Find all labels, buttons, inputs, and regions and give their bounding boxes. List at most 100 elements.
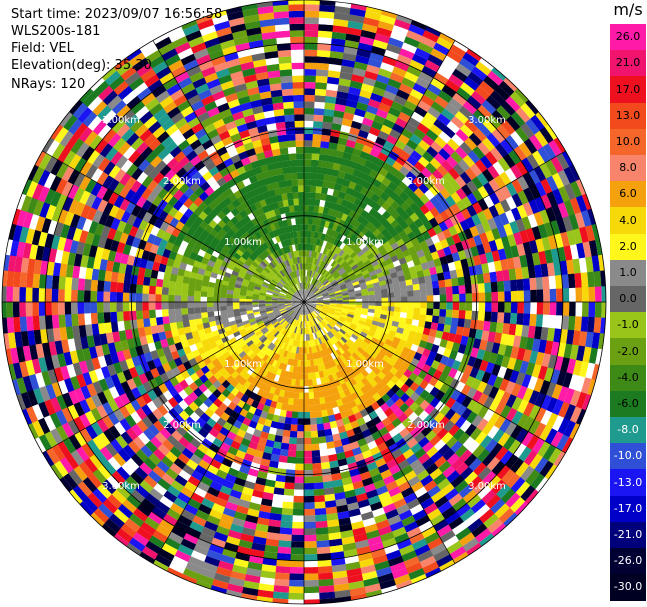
velocity-gate: [290, 287, 296, 293]
velocity-gate: [146, 359, 157, 371]
velocity-gate: [304, 308, 306, 315]
velocity-gate: [446, 470, 460, 484]
velocity-gate: [568, 214, 580, 231]
velocity-gate: [183, 345, 192, 355]
velocity-gate: [340, 260, 348, 268]
velocity-gate: [407, 246, 417, 255]
velocity-gate: [260, 260, 268, 268]
velocity-gate: [149, 435, 163, 449]
velocity-gate: [578, 331, 588, 348]
velocity-gate: [128, 150, 141, 164]
velocity-gate: [114, 340, 123, 353]
velocity-gate: [459, 124, 474, 138]
velocity-gate: [142, 284, 150, 294]
velocity-gate: [292, 365, 298, 373]
velocity-gate: [478, 508, 495, 524]
velocity-gate: [550, 341, 560, 357]
velocity-gate: [55, 178, 68, 195]
velocity-gate: [261, 557, 277, 566]
velocity-gate: [335, 307, 343, 311]
velocity-gate: [364, 366, 373, 375]
velocity-gate: [323, 174, 332, 182]
velocity-gate: [294, 476, 304, 484]
velocity-gate: [369, 327, 377, 334]
velocity-gate: [342, 178, 351, 188]
velocity-gate: [190, 550, 207, 562]
velocity-gate: [481, 263, 490, 275]
velocity-gate: [304, 166, 312, 173]
velocity-gate: [379, 236, 388, 246]
velocity-gate: [407, 302, 414, 308]
velocity-gate: [303, 592, 320, 600]
velocity-gate: [333, 589, 351, 599]
velocity-gate: [588, 347, 598, 365]
velocity-gate: [356, 260, 364, 267]
velocity-gate: [291, 299, 298, 301]
velocity-gate: [327, 250, 334, 258]
velocity-gate: [374, 406, 384, 417]
velocity-gate: [130, 410, 142, 424]
velocity-gate: [78, 413, 91, 429]
velocity-gate: [108, 191, 120, 205]
velocity-gate: [314, 245, 320, 252]
velocity-gate: [509, 458, 524, 474]
velocity-gate: [315, 69, 329, 77]
velocity-gate: [304, 107, 315, 115]
velocity-gate: [473, 234, 483, 247]
velocity-gate: [410, 442, 423, 455]
velocity-gate: [269, 512, 282, 521]
velocity-gate: [319, 403, 327, 411]
velocity-gate: [393, 186, 404, 197]
velocity-gate: [540, 263, 549, 278]
velocity-gate: [348, 586, 366, 597]
velocity-gate: [252, 306, 260, 311]
velocity-gate: [283, 390, 290, 398]
velocity-gate: [259, 290, 267, 294]
velocity-gate: [252, 293, 260, 298]
velocity-gate: [326, 274, 333, 281]
velocity-gate: [257, 437, 268, 446]
velocity-gate: [528, 453, 543, 470]
velocity-gate: [469, 427, 482, 441]
velocity-gate: [327, 453, 338, 462]
velocity-gate: [522, 416, 535, 432]
velocity-gate: [586, 379, 596, 397]
velocity-gate: [312, 311, 318, 317]
velocity-gate: [135, 301, 143, 311]
velocity-gate: [314, 317, 320, 324]
velocity-gate: [319, 350, 325, 358]
velocity-gate: [155, 286, 163, 295]
velocity-gate: [477, 311, 485, 322]
velocity-gate: [203, 520, 219, 532]
velocity-gate: [290, 541, 304, 548]
velocity-gate: [308, 313, 312, 321]
velocity-gate: [457, 432, 470, 446]
velocity-gate: [31, 419, 45, 438]
velocity-gate: [339, 470, 351, 480]
velocity-gate: [47, 219, 58, 235]
velocity-gate: [361, 477, 374, 487]
velocity-gate: [304, 4, 321, 12]
velocity-gate: [275, 313, 282, 319]
velocity-gate: [494, 446, 509, 462]
velocity-gate: [306, 307, 310, 315]
velocity-gate: [235, 229, 244, 238]
velocity-gate: [218, 228, 228, 237]
velocity-gate: [353, 228, 362, 237]
velocity-gate: [310, 264, 315, 271]
velocity-gate: [162, 513, 178, 527]
velocity-gate: [108, 513, 125, 529]
velocity-gate: [132, 375, 143, 388]
velocity-gate: [303, 586, 320, 594]
velocity-gate: [312, 264, 317, 272]
velocity-gate: [251, 354, 260, 363]
velocity-gate: [194, 186, 205, 197]
velocity-gate: [548, 275, 557, 290]
velocity-gate: [100, 224, 111, 238]
velocity-gate: [292, 296, 299, 300]
velocity-gate: [203, 555, 220, 567]
velocity-gate: [361, 340, 370, 348]
velocity-gate: [506, 115, 521, 132]
velocity-gate: [459, 302, 466, 311]
velocity-gate: [334, 150, 345, 159]
